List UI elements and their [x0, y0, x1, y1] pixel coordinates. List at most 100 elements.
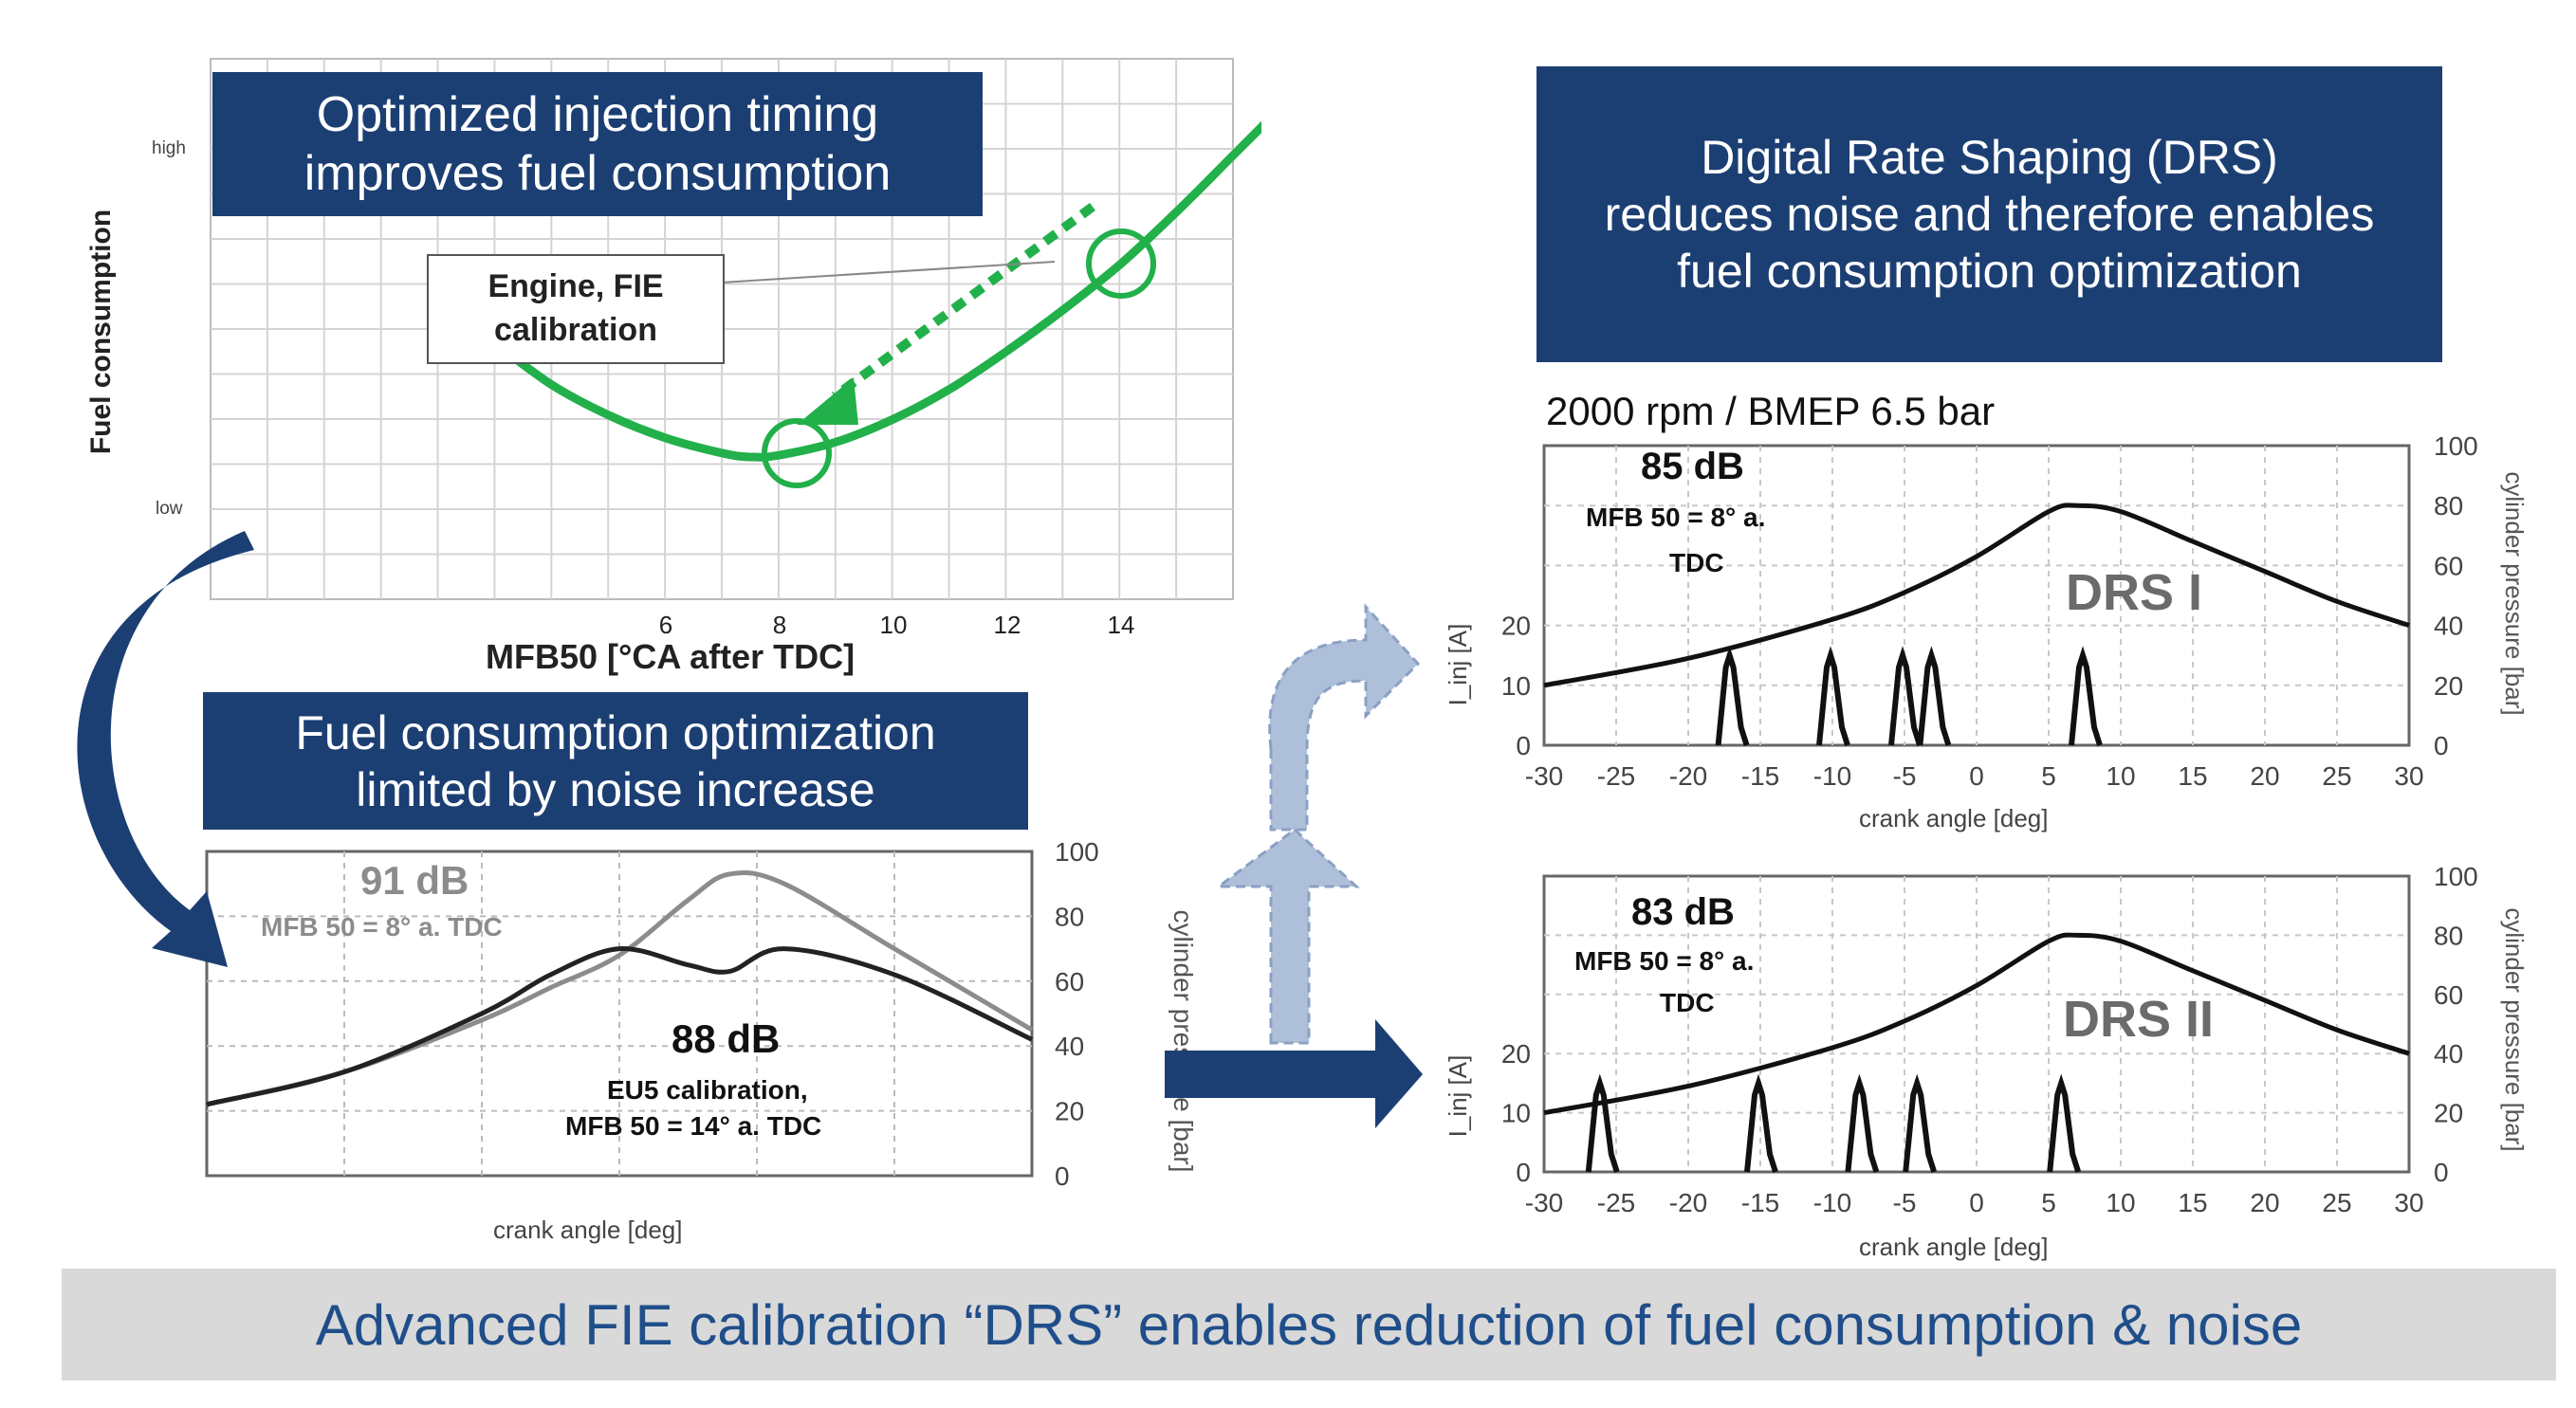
x-tick-label: -20 — [1669, 1188, 1707, 1217]
x-tick-label: -20 — [1669, 761, 1707, 791]
x-tick-label: 10 — [2106, 1188, 2135, 1217]
fuel-consumption-curve — [490, 120, 1261, 462]
y-right-tick-label: 100 — [2434, 431, 2478, 461]
injection-pulse — [2069, 646, 2103, 746]
x-tick-label: 0 — [1969, 761, 1984, 791]
x-tick-label: -5 — [1893, 1188, 1917, 1217]
y-tick-label: 80 — [1055, 902, 1084, 931]
y-right-tick-label: 60 — [2434, 551, 2463, 580]
shift-arrow-head — [797, 377, 858, 425]
high-label: high — [152, 138, 186, 158]
injection-pulse — [1816, 646, 1850, 746]
y-right-tick-label: 80 — [2434, 491, 2463, 521]
title-line-1: Fuel consumption optimization — [295, 705, 936, 759]
curved-arrow-icon — [77, 531, 255, 967]
drs1-iinj-label: I_inj [A] — [1444, 623, 1472, 706]
callout-engine-fie: Engine, FIE calibration — [427, 254, 725, 364]
callout-leader — [720, 261, 1056, 283]
title-injection-timing: Optimized injection timing improves fuel… — [212, 72, 983, 216]
pressure-chart-calibration: 0 20 40 60 80 100 — [205, 837, 1099, 1191]
x-tick-label: 15 — [2178, 1188, 2207, 1217]
up-right-arrow-icon — [1214, 603, 1421, 1045]
injection-pulse — [1917, 646, 1952, 746]
callout-line-1: Engine, FIE — [488, 268, 664, 305]
x-tick-label: -30 — [1525, 761, 1563, 791]
x-tick-label: -25 — [1597, 1188, 1635, 1217]
y-left-tick-label: 0 — [1516, 1158, 1531, 1187]
title-line-2: reduces noise and therefore enables — [1604, 188, 2375, 241]
drs2-xlabel: crank angle [deg] — [1859, 1233, 2049, 1261]
x-tick-label: 20 — [2250, 1188, 2279, 1217]
title-line-1: Digital Rate Shaping (DRS) — [1701, 131, 2278, 184]
y-right-tick-label: 40 — [2434, 612, 2463, 641]
x-tick-label: -15 — [1741, 761, 1779, 791]
drs2-sub-2: TDC — [1660, 988, 1715, 1017]
y-right-tick-label: 20 — [2434, 1099, 2463, 1128]
y-right-tick-label: 80 — [2434, 921, 2463, 950]
crank-angle-label: crank angle [deg] — [493, 1216, 683, 1244]
y-right-tick-label: 0 — [2434, 1158, 2449, 1187]
y-right-tick-label: 40 — [2434, 1039, 2463, 1069]
x-tick-label: 12 — [994, 611, 1021, 639]
title-line-3: fuel consumption optimization — [1677, 245, 2302, 298]
db-88-label: 88 dB — [672, 1016, 781, 1061]
title-line-2: limited by noise increase — [356, 762, 875, 816]
drs2-pressure-label: cylinder pressure [bar] — [2500, 907, 2529, 1152]
x-tick-label: -25 — [1597, 761, 1635, 791]
drs2-pressure-curve — [1543, 932, 2410, 1116]
x-tick-label: 8 — [773, 611, 786, 639]
y-left-tick-label: 10 — [1501, 1099, 1531, 1128]
drs2-iinj-label: I_inj [A] — [1444, 1054, 1472, 1138]
y-left-tick-label: 20 — [1501, 1039, 1531, 1069]
y-right-tick-label: 100 — [2434, 862, 2478, 891]
title-line-1: Optimized injection timing — [316, 86, 879, 142]
injection-pulse — [1845, 1073, 1880, 1173]
callout-line-2: calibration — [494, 312, 657, 348]
y-left-tick-label: 10 — [1501, 671, 1531, 701]
db-88-sub-1: EU5 calibration, — [607, 1075, 808, 1105]
x-tick-label: -10 — [1813, 761, 1851, 791]
x-tick-label: 5 — [2041, 761, 2056, 791]
x-tick-label: 20 — [2250, 761, 2279, 791]
y-tick-label: 20 — [1055, 1097, 1084, 1126]
x-tick-label: -15 — [1741, 1188, 1779, 1217]
x-tick-label: 25 — [2322, 761, 2351, 791]
y-right-tick-label: 0 — [2434, 731, 2449, 760]
footer-text: Advanced FIE calibration “DRS” enables r… — [315, 1292, 2303, 1357]
title-noise-limit: Fuel consumption optimization limited by… — [203, 692, 1028, 830]
y-right-tick-label: 60 — [2434, 980, 2463, 1010]
drs2-name: DRS II — [2063, 991, 2215, 1048]
drs2-sub-1: MFB 50 = 8° a. — [1574, 946, 1755, 976]
y-tick-label: 40 — [1055, 1032, 1084, 1061]
y-tick-label: 0 — [1055, 1161, 1070, 1191]
optimum-marker — [762, 418, 832, 488]
injection-pulse — [1903, 1073, 1938, 1173]
y-tick-label: 100 — [1055, 837, 1099, 867]
injection-pulse — [1888, 646, 1923, 746]
x-tick-label: 6 — [659, 611, 672, 639]
drs1-chart: -30 -25 -20 -15 -10 -5 0 5 10 15 20 25 30 0 20 40 60 80 10… — [1501, 431, 2478, 791]
injection-pulse — [1744, 1073, 1778, 1173]
low-label: low — [156, 499, 183, 519]
right-arrow-icon — [1165, 1019, 1423, 1128]
x-tick-label: 14 — [1108, 611, 1135, 639]
y-tick-label: 60 — [1055, 967, 1084, 997]
x-tick-label: 0 — [1969, 1188, 1984, 1217]
db-91-sub: MFB 50 = 8° a. TDC — [261, 912, 503, 942]
db-88-sub-2: MFB 50 = 14° a. TDC — [565, 1111, 822, 1141]
mfb50-axis-label: MFB50 [°CA after TDC] — [486, 637, 856, 676]
y-right-tick-label: 20 — [2434, 671, 2463, 701]
drs1-pressure-curve — [1543, 503, 2410, 688]
x-tick-label: 10 — [880, 611, 908, 639]
title-line-2: improves fuel consumption — [304, 146, 892, 201]
operating-condition: 2000 rpm / BMEP 6.5 bar — [1546, 389, 1996, 433]
drs1-sub-1: MFB 50 = 8° a. — [1586, 503, 1766, 532]
drs1-pressure-label: cylinder pressure [bar] — [2500, 471, 2529, 716]
drs2-db: 83 dB — [1631, 891, 1735, 933]
drs2-chart: -30 -25 -20 -15 -10 -5 0 5 10 15 20 25 30 0 20 40 60 80 10… — [1501, 862, 2478, 1217]
eu5-marker — [1086, 229, 1156, 299]
x-tick-label: -5 — [1893, 761, 1917, 791]
drs1-name: DRS I — [2066, 564, 2203, 621]
drs1-sub-2: TDC — [1669, 548, 1724, 577]
